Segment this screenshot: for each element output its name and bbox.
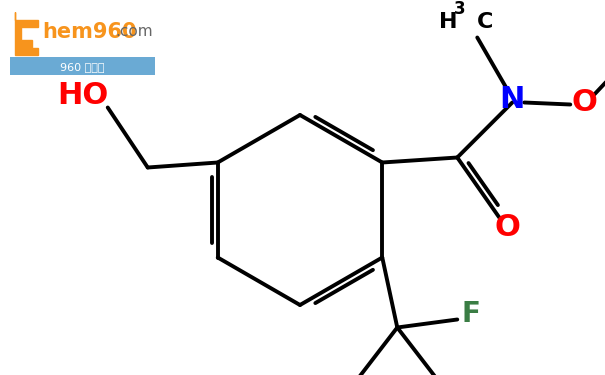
Text: F: F — [462, 300, 481, 328]
Text: hem960: hem960 — [42, 22, 137, 42]
Text: H: H — [439, 12, 457, 33]
Text: C: C — [477, 12, 494, 33]
Text: 960 化工网: 960 化工网 — [60, 62, 104, 72]
Text: O: O — [494, 213, 520, 242]
Text: N: N — [500, 85, 525, 114]
Text: 3: 3 — [454, 0, 465, 18]
Polygon shape — [15, 12, 38, 55]
Text: .com: .com — [115, 24, 152, 39]
Bar — [10, 57, 155, 75]
Text: O: O — [571, 88, 597, 117]
Text: HO: HO — [57, 81, 108, 110]
